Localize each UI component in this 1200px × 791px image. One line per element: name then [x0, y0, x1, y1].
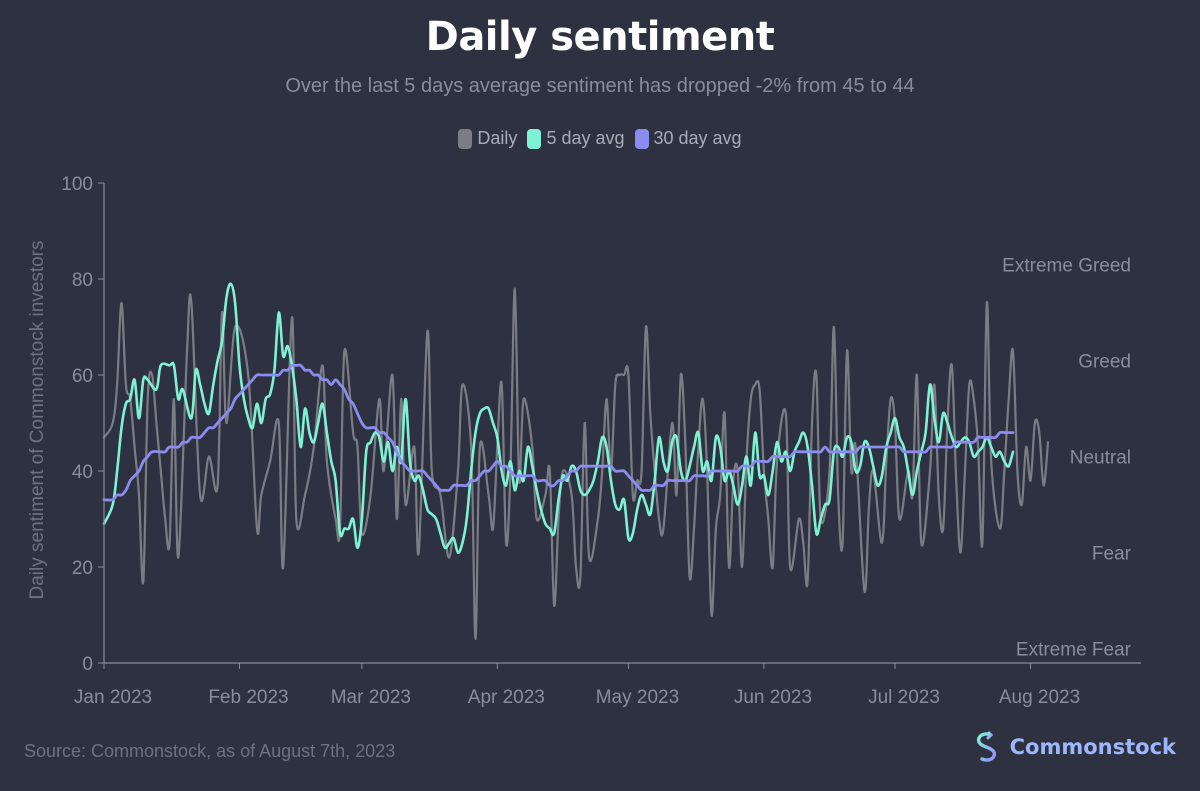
series-line-30-day-avg [102, 363, 1015, 502]
legend-swatch-5-day-avg [527, 128, 542, 149]
x-tick-label: Feb 2023 [208, 687, 288, 708]
zone-label-greed: Greed [1078, 352, 1131, 373]
legend-swatch-daily [458, 128, 473, 149]
source-note: Source: Commonstock, as of August 7th, 2… [24, 741, 396, 761]
x-tick-label: May 2023 [596, 687, 679, 708]
x-tick-label: Jun 2023 [734, 687, 812, 708]
series-lines [102, 282, 1050, 641]
y-tick-label: 100 [61, 174, 93, 195]
y-tick-label: 20 [72, 558, 93, 579]
y-tick-label: 80 [72, 270, 93, 291]
x-tick-label: Aug 2023 [999, 687, 1080, 708]
commonstock-logo-icon [976, 731, 996, 762]
zone-label-fear: Fear [1092, 544, 1132, 565]
series-line-daily [102, 287, 1050, 641]
x-tick-label: Jan 2023 [74, 687, 152, 708]
legend-label-daily: Daily [477, 128, 518, 148]
legend-item-daily[interactable]: Daily [458, 128, 517, 149]
brand-name: Commonstock [1009, 735, 1176, 759]
legend: Daily 5 day avg 30 day avg [0, 128, 1200, 149]
legend-item-5-day-avg[interactable]: 5 day avg [527, 128, 625, 149]
series-line-5-day-avg [102, 282, 1015, 554]
x-tick-label: Apr 2023 [468, 687, 545, 708]
chart-subtitle: Over the last 5 days average sentiment h… [285, 75, 915, 97]
zone-label-extreme-greed: Extreme Greed [1002, 256, 1131, 277]
chart-title: Daily sentiment [425, 14, 775, 60]
y-tick-label: 0 [82, 654, 93, 675]
legend-label-5-day-avg: 5 day avg [546, 128, 625, 148]
x-tick-label: Jul 2023 [868, 687, 940, 708]
brand-logo[interactable]: Commonstock [972, 730, 1176, 764]
zone-labels: Extreme Greed Greed Neutral Fear Extreme Fea… [1002, 256, 1131, 661]
y-axis-label: Daily sentiment of Commonstock investors [27, 240, 48, 599]
axes: 0 20 40 60 80 100 Jan 2023 Feb 2023 Mar 2023 Apr … [27, 174, 1141, 708]
y-tick-label: 40 [72, 462, 93, 483]
legend-swatch-30-day-avg [634, 128, 649, 149]
x-tick-label: Mar 2023 [331, 687, 411, 708]
zone-label-neutral: Neutral [1070, 448, 1131, 469]
legend-item-30-day-avg[interactable]: 30 day avg [634, 128, 742, 149]
y-tick-label: 60 [72, 366, 93, 387]
zone-label-extreme-fear: Extreme Fear [1016, 640, 1132, 661]
legend-label-30-day-avg: 30 day avg [653, 128, 742, 148]
